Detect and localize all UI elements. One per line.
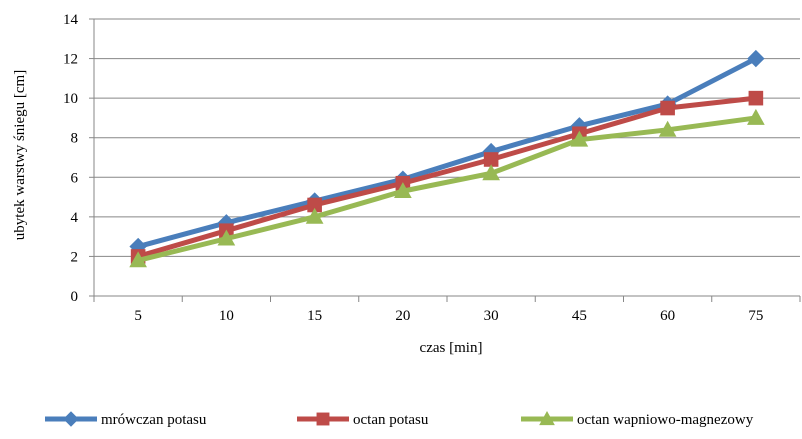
y-tick-label: 0 [71, 289, 79, 305]
data-point [747, 49, 765, 68]
data-point [482, 164, 500, 181]
series-line [137, 115, 757, 263]
x-tick-label: 15 [307, 308, 322, 324]
legend-item: mrówczan potasu [45, 411, 207, 428]
x-tick-label: 30 [484, 308, 499, 324]
y-tick-label: 2 [71, 249, 79, 265]
x-tick-label: 45 [572, 308, 587, 324]
data-point [747, 108, 765, 125]
y-tick-label: 6 [71, 170, 79, 186]
legend-item: octan potasu [297, 412, 429, 428]
y-tick-label: 8 [71, 131, 79, 147]
data-point [660, 100, 675, 116]
gridlines [94, 18, 800, 257]
series-line [137, 95, 757, 259]
data-point [305, 207, 324, 224]
x-tick-label: 75 [748, 308, 763, 324]
legend-label: mrówczan potasu [101, 412, 207, 428]
legend-marker [539, 410, 555, 426]
series-line [137, 56, 758, 249]
data-point [748, 90, 764, 106]
legend-marker [63, 411, 79, 427]
tick-labels: 0 2 4 6 8 10 12 14 5 10 15 20 30 45 60 75 [63, 12, 763, 324]
y-tick-label: 4 [71, 210, 79, 226]
data-point [570, 130, 589, 147]
data-point [394, 182, 412, 199]
series-3 [129, 108, 765, 268]
legend-item: octan wapniowo-magnezowy [521, 410, 754, 428]
y-tick-label: 12 [63, 52, 78, 68]
data-point [483, 152, 499, 167]
y-axis-label: ubytek warstwy śniegu [cm] [12, 70, 28, 240]
legend-label: octan potasu [353, 412, 429, 428]
series-group [129, 49, 765, 268]
y-tick-label: 10 [63, 91, 78, 107]
x-tick-label: 20 [395, 308, 410, 324]
axes [89, 18, 801, 302]
legend-marker [316, 412, 330, 426]
x-tick-label: 60 [660, 308, 675, 324]
legend: mrówczan potasu octan potasu octan wapniow… [45, 410, 754, 428]
data-point [129, 251, 147, 268]
data-point [658, 120, 677, 137]
x-axis-label: czas [min] [420, 340, 483, 356]
y-tick-label: 14 [63, 12, 79, 28]
legend-label: octan wapniowo-magnezowy [577, 412, 754, 428]
x-tick-label: 5 [134, 308, 142, 324]
x-tick-label: 10 [219, 308, 234, 324]
data-point [217, 229, 236, 246]
